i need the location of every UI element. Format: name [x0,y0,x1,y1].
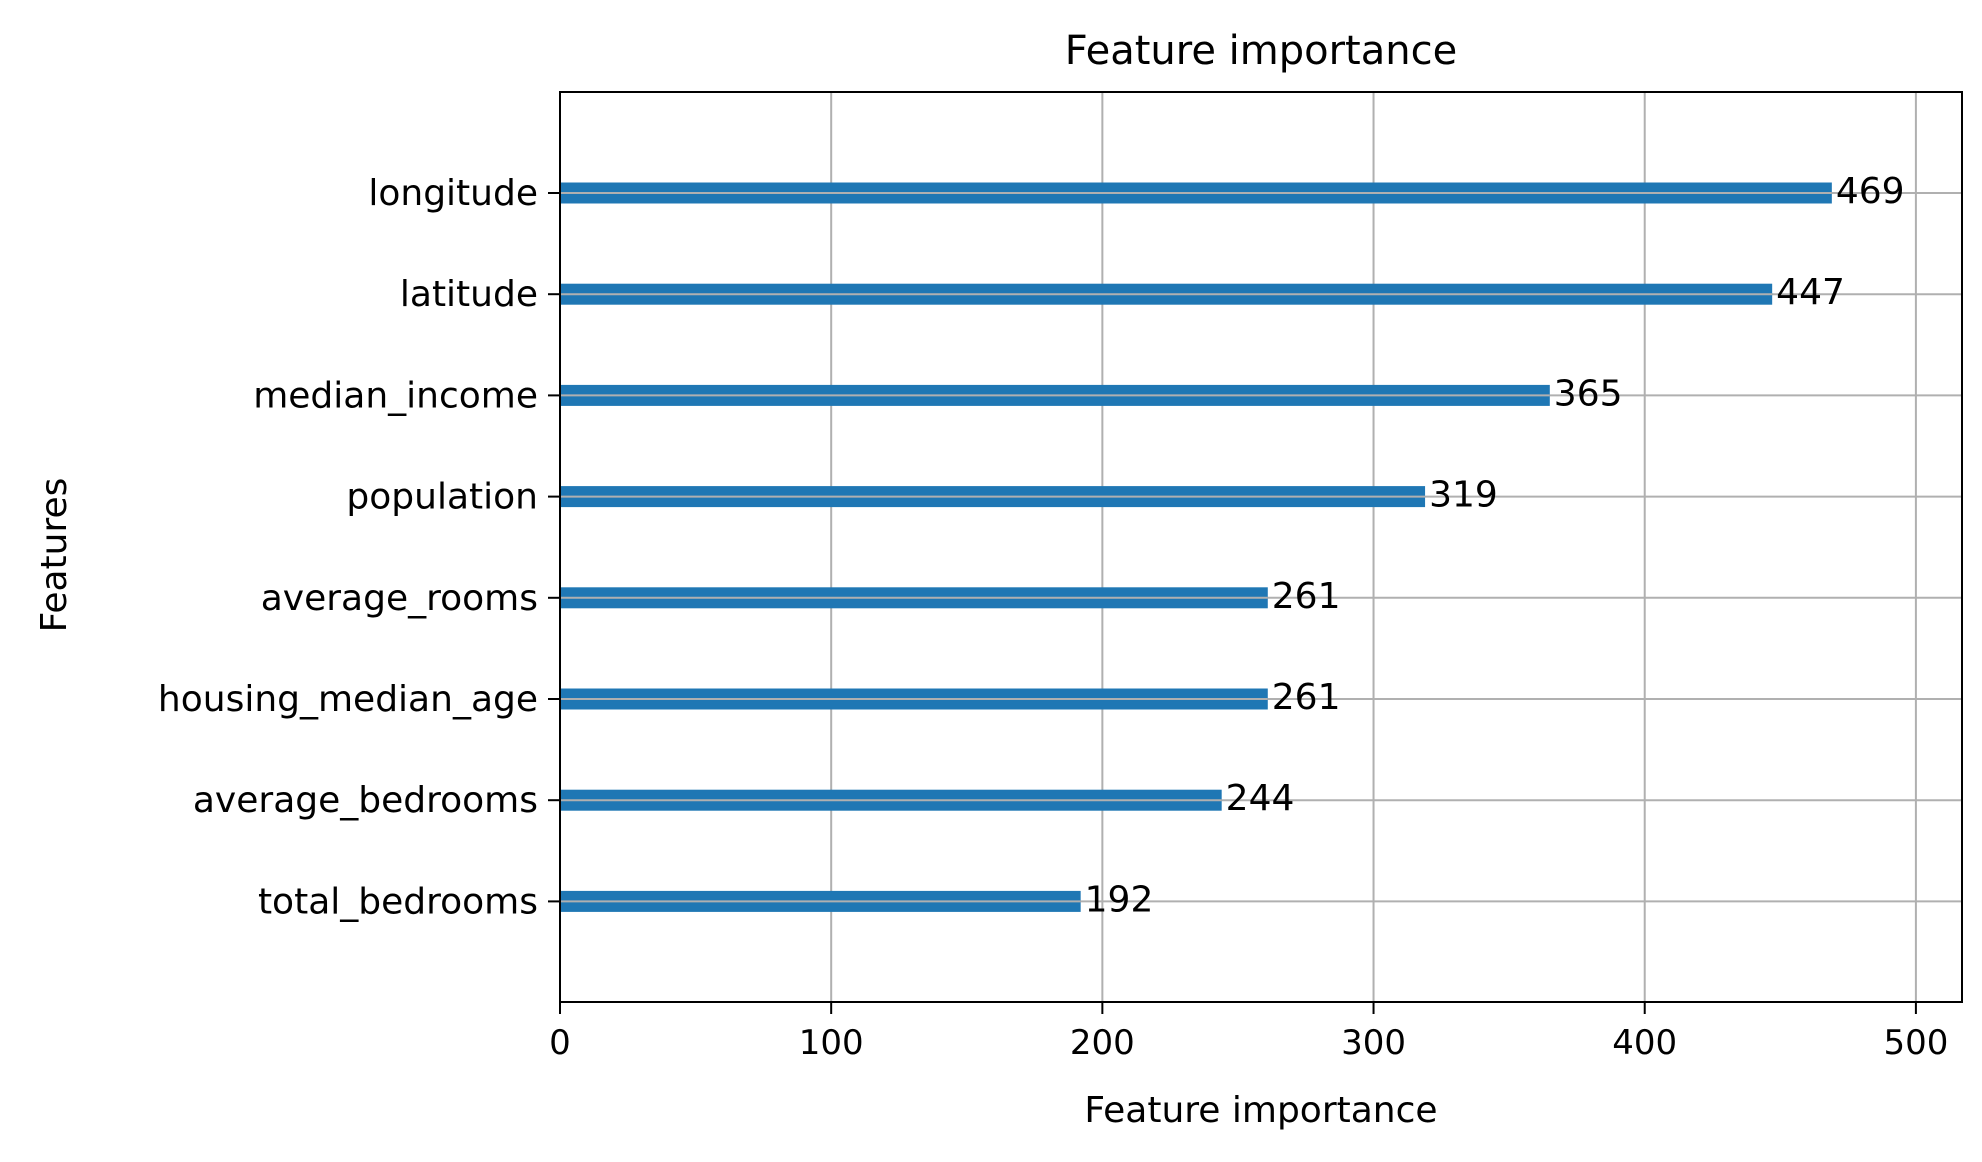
bar-data-label: 192 [1085,879,1154,920]
x-axis-label: Feature importance [1084,1090,1437,1131]
chart-title: Feature importance [1065,28,1457,74]
y-tick-label: total_bedrooms [258,881,538,922]
y-tick-label: longitude [368,173,538,214]
bar-data-label: 365 [1554,373,1623,414]
bar-data-label: 244 [1226,778,1295,819]
y-tick-label: average_rooms [261,578,538,619]
x-tick-label: 300 [1341,1023,1406,1063]
y-tick-label: population [346,477,538,518]
x-tick-label: 500 [1883,1023,1948,1063]
x-tick-label: 400 [1612,1023,1677,1063]
bar-data-label: 447 [1776,272,1845,313]
bar-layer [560,182,1832,912]
bar-data-label: 319 [1429,475,1498,516]
label-layer: longitude 469 latitude 447 median_income 365 p… [158,171,1905,922]
y-tick-label: average_bedrooms [193,780,538,821]
y-axis-label: Features [34,478,75,633]
tick-layer: 0 100 200 300 400 500 [548,192,1948,1063]
plot-frame [559,91,1963,1003]
y-tick-label: housing_median_age [158,679,538,720]
y-tick-label: latitude [400,274,538,315]
bar-data-label: 469 [1836,171,1905,212]
bar-data-label: 261 [1272,677,1341,718]
y-tick-label: median_income [253,375,538,416]
x-tick-label: 200 [1070,1023,1135,1063]
x-tick-label: 100 [799,1023,864,1063]
bar-data-label: 261 [1272,576,1341,617]
x-tick-label: 0 [549,1023,571,1063]
